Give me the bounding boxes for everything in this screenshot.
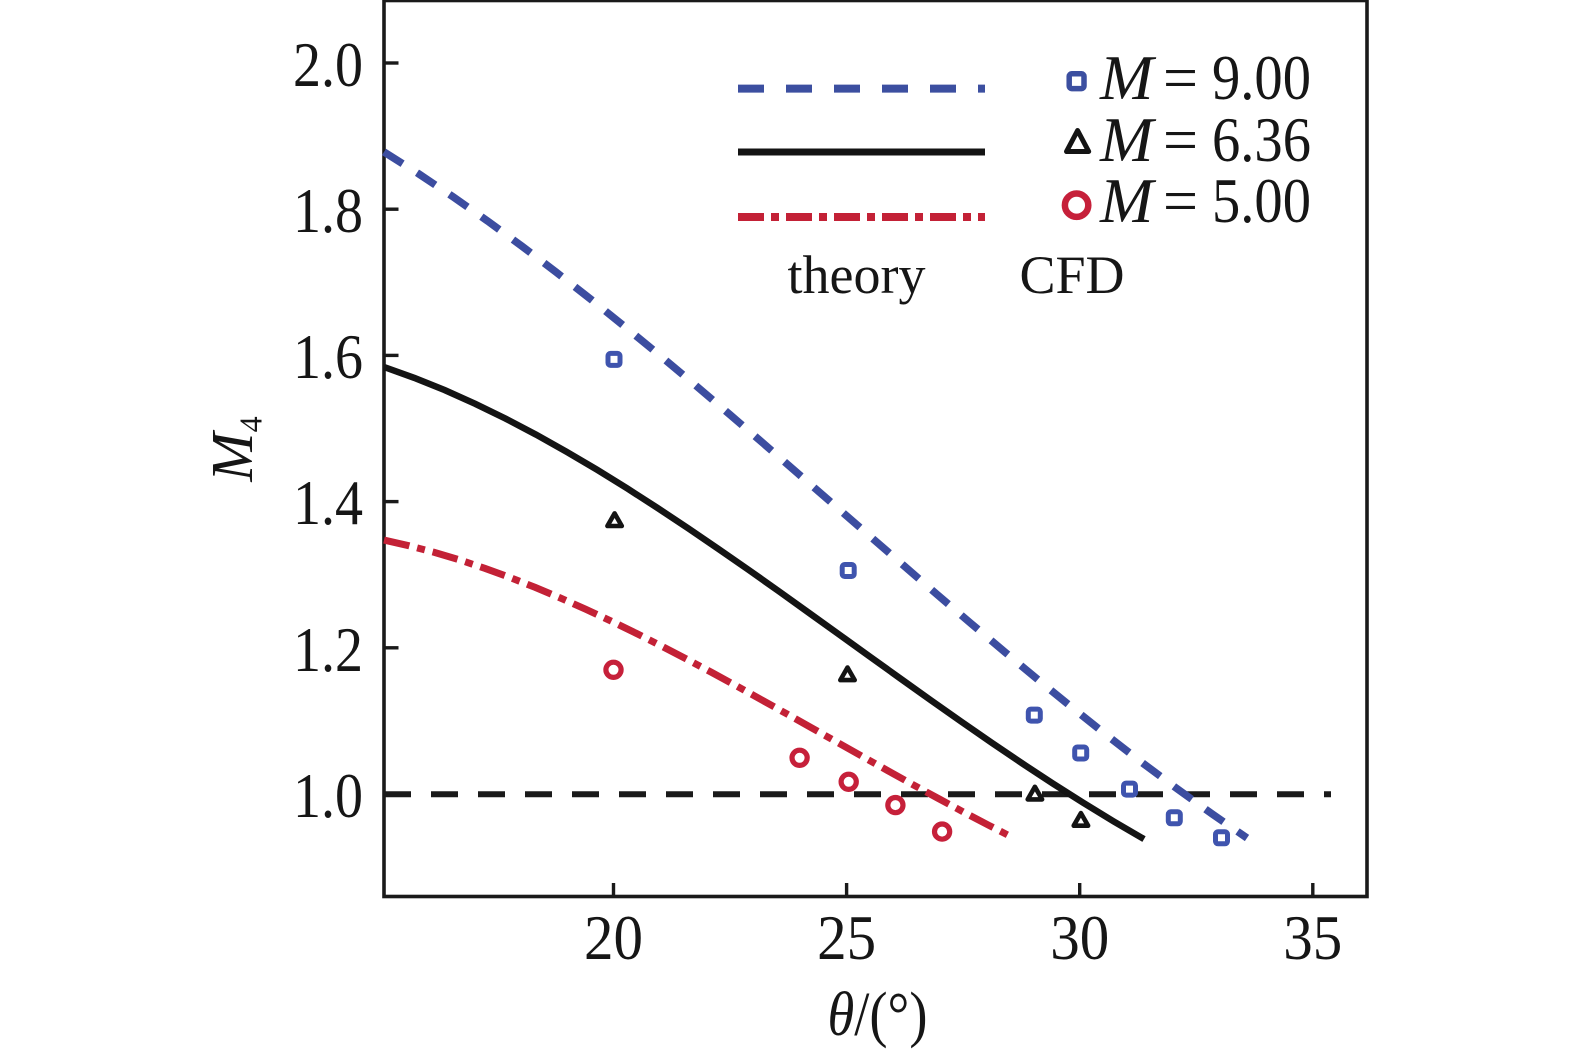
svg-text:=: =	[1163, 104, 1198, 175]
svg-text:M: M	[1099, 165, 1157, 236]
svg-text:1.4: 1.4	[293, 467, 363, 538]
svg-text:30: 30	[1050, 902, 1109, 973]
svg-text:1.6: 1.6	[293, 321, 363, 392]
svg-text:1.8: 1.8	[293, 175, 363, 246]
svg-text:=: =	[1163, 165, 1198, 236]
svg-text:9.00: 9.00	[1212, 42, 1311, 113]
svg-text:35: 35	[1283, 902, 1342, 973]
svg-text:M: M	[1099, 42, 1157, 113]
svg-text:θ/(°): θ/(°)	[828, 981, 928, 1049]
svg-text:5.00: 5.00	[1212, 165, 1311, 236]
svg-text:1.0: 1.0	[293, 760, 363, 831]
svg-text:M4: M4	[199, 416, 269, 482]
svg-text:1.2: 1.2	[293, 614, 363, 685]
svg-text:=: =	[1163, 42, 1198, 113]
svg-text:6.36: 6.36	[1212, 104, 1311, 175]
svg-text:20: 20	[584, 902, 643, 973]
svg-text:M: M	[1099, 104, 1157, 175]
svg-text:2.0: 2.0	[293, 29, 363, 100]
svg-text:CFD: CFD	[1019, 245, 1124, 305]
svg-text:theory: theory	[788, 245, 926, 305]
svg-text:25: 25	[817, 902, 876, 973]
